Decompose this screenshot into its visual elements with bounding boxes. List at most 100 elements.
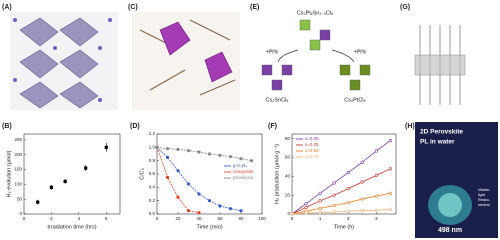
x-tick-label: 1 xyxy=(319,216,322,221)
point xyxy=(388,191,392,195)
y-tick-label: 40 xyxy=(285,174,291,179)
point xyxy=(290,212,294,216)
point xyxy=(374,194,378,198)
point xyxy=(197,192,201,196)
crystal-structure-c xyxy=(132,12,240,110)
y-tick-label: 100 xyxy=(14,182,22,187)
legend-label: x=0.05 xyxy=(305,136,319,141)
point xyxy=(228,155,233,159)
point xyxy=(318,206,322,210)
photo-note: light xyxy=(478,193,486,197)
point xyxy=(360,197,364,201)
point xyxy=(318,191,322,195)
series-line xyxy=(156,147,242,212)
photo-h: 2D Perovskite PL in water 498 nm Visible… xyxy=(415,122,498,238)
legend-label: x=0.25 xyxy=(305,142,319,147)
point xyxy=(249,159,254,163)
point xyxy=(165,155,170,159)
point xyxy=(197,211,201,215)
x-tick-label: 2 xyxy=(50,216,53,221)
legend-label: g-C₃N₄ xyxy=(233,163,247,168)
point xyxy=(36,200,40,204)
y-tick-label: 0.4 xyxy=(149,185,156,190)
y-tick-label: 80 xyxy=(285,136,291,141)
layered-structure-g xyxy=(414,25,466,105)
x-tick-label: 3 xyxy=(375,216,378,221)
point xyxy=(304,211,308,215)
point xyxy=(165,175,170,179)
x-tick-label: 100 xyxy=(258,216,266,221)
y-tick-label: 20 xyxy=(285,192,291,197)
x-tick-label: 6 xyxy=(105,216,108,221)
y-tick-label: 50 xyxy=(17,196,23,201)
point xyxy=(388,167,392,171)
structure-label: Cs₂PtₓSn₁₋ₓCl₆ xyxy=(297,10,334,16)
point xyxy=(197,150,201,154)
panel-label: (C) xyxy=(128,4,138,11)
x-tick-label: 80 xyxy=(238,216,244,221)
y-tick-label: 1.0 xyxy=(149,145,156,150)
y-axis-label: H₂ evolution (μmol) xyxy=(6,150,12,197)
x-tick-label: 2 xyxy=(347,216,350,221)
point xyxy=(84,166,88,170)
legend-label: photolysis xyxy=(233,175,254,180)
point xyxy=(374,208,378,212)
arrow-label: +Pt% xyxy=(354,49,367,55)
panel-label: (B) xyxy=(2,123,12,130)
point xyxy=(332,193,336,197)
x-tick-label: 0 xyxy=(23,216,26,221)
point xyxy=(346,186,350,191)
panel-label: (D) xyxy=(130,123,140,130)
x-tick-label: 60 xyxy=(217,216,223,221)
point xyxy=(346,209,350,213)
point xyxy=(332,181,336,185)
point xyxy=(207,152,212,156)
point xyxy=(318,199,322,203)
point xyxy=(218,204,222,208)
structure-diagram-e: Cs₂PtₓSn₁₋ₓCl₆ +Pt% +Pt% Cs₂SnCl₆ Cs₂PtC… xyxy=(261,10,371,103)
y-tick-label: 0 xyxy=(287,211,290,216)
point xyxy=(374,149,378,153)
y-axis-label: C/C₀ xyxy=(139,168,145,180)
point xyxy=(176,169,180,173)
series-line xyxy=(291,192,391,215)
point xyxy=(239,157,243,161)
point xyxy=(374,173,378,178)
panel-label: (F) xyxy=(268,123,277,130)
crystal-structure-a xyxy=(10,12,118,110)
series-line xyxy=(291,140,391,215)
point xyxy=(388,138,392,143)
plot-frame xyxy=(291,133,397,215)
point xyxy=(176,147,180,151)
legend-label: x=0.75 xyxy=(305,154,319,159)
arrow-label: +Pt% xyxy=(266,49,279,55)
point xyxy=(186,209,191,213)
x-tick-label: 0 xyxy=(156,216,159,221)
point xyxy=(239,209,243,213)
point xyxy=(104,145,108,149)
panel-label: (A) xyxy=(2,4,12,11)
point xyxy=(49,185,54,189)
y-tick-label: 0.6 xyxy=(149,171,156,176)
y-tick-label: 0 xyxy=(19,211,22,216)
y-tick-label: 0.2 xyxy=(149,198,156,203)
y-tick-label: 1.2 xyxy=(149,131,156,136)
y-tick-label: 0.0 xyxy=(149,211,156,216)
plot-frame xyxy=(23,133,121,215)
point xyxy=(318,210,322,215)
series-line xyxy=(156,146,252,162)
point xyxy=(388,207,392,211)
photo-text: 2D Perovskite xyxy=(420,129,463,136)
structure-label: Cs₂PtCl₆ xyxy=(344,97,365,103)
x-axis-label: Irradiation time (hrs) xyxy=(47,224,96,230)
point xyxy=(360,160,364,164)
series-line xyxy=(291,208,391,215)
y-tick-label: 60 xyxy=(285,155,291,160)
y-axis-label: H₂ production (μmol g⁻¹) xyxy=(274,144,280,204)
photo-text: 498 nm xyxy=(438,227,462,234)
point xyxy=(304,205,308,210)
y-tick-label: 0.8 xyxy=(149,158,156,163)
point xyxy=(176,195,180,199)
point xyxy=(228,207,233,211)
